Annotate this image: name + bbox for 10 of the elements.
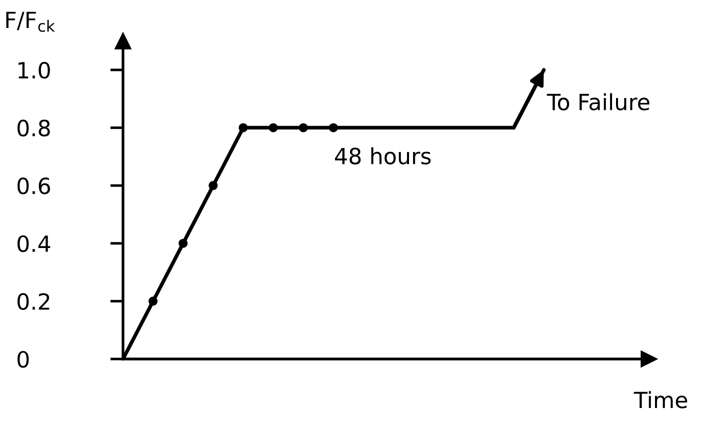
y-tick-label: 1.0: [18, 62, 50, 79]
y-tick-label: 0.6: [18, 177, 50, 194]
y-tick-label: 0: [18, 350, 29, 368]
y-tick-label: 0.2: [18, 293, 50, 310]
annotation: 48 hours: [335, 147, 431, 164]
y-tick-label: 0.8: [18, 120, 50, 136]
annotation: To Failure: [546, 93, 650, 110]
x-axis-title: Time: [634, 391, 688, 408]
y-tick-label: 0.4: [18, 235, 50, 252]
y-axis-title: F/F$_{ck}$: [6, 12, 55, 32]
